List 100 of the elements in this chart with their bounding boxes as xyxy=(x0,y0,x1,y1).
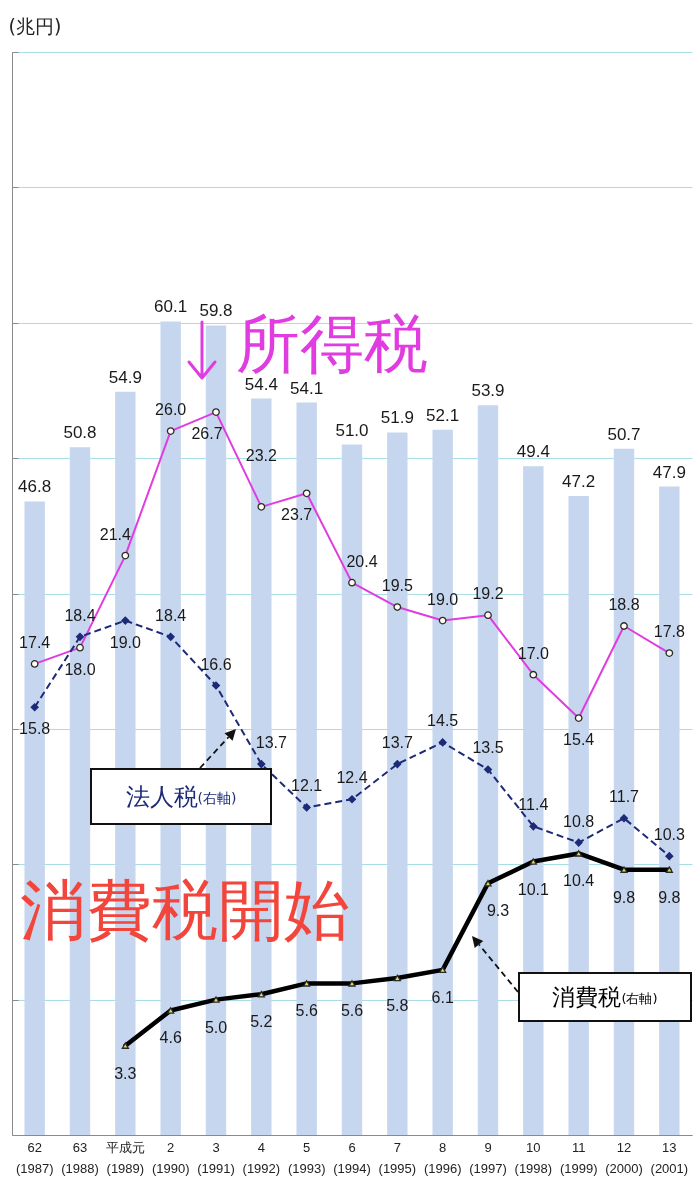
data-label: 21.4 xyxy=(99,525,132,543)
data-label: 10.1 xyxy=(517,880,550,898)
data-label: 5.0 xyxy=(204,1018,228,1036)
data-label: 6.1 xyxy=(431,988,454,1006)
x-tick-label: 10 (1998) xyxy=(514,1139,553,1176)
point xyxy=(302,803,311,812)
x-tick-label: 2 (1990) xyxy=(151,1139,190,1176)
data-label: 26.0 xyxy=(155,401,187,419)
data-label: 13.7 xyxy=(381,734,414,752)
data-label: 19.0 xyxy=(109,633,142,651)
data-label: 5.8 xyxy=(386,996,409,1014)
point xyxy=(167,1007,175,1014)
data-label: 3.3 xyxy=(114,1064,137,1082)
point xyxy=(619,814,629,823)
data-label: 9.8 xyxy=(658,888,681,906)
data-label: 53.9 xyxy=(471,381,505,401)
point xyxy=(303,980,311,987)
data-label: 26.7 xyxy=(191,425,223,443)
x-tick-label: 11 (1999) xyxy=(559,1139,598,1176)
data-label: 47.9 xyxy=(652,462,686,482)
point xyxy=(574,838,583,847)
point xyxy=(212,996,220,1003)
annotation: 消費税開始 xyxy=(20,872,350,949)
data-label: 12.4 xyxy=(336,769,368,787)
data-label: 50.8 xyxy=(63,423,97,443)
point xyxy=(484,879,492,887)
data-label: 54.9 xyxy=(108,367,142,387)
data-label: 12.1 xyxy=(291,777,323,795)
data-label: 4.6 xyxy=(159,1029,182,1047)
x-tick-label: 6 (1994) xyxy=(333,1139,371,1176)
data-label: 60.1 xyxy=(154,297,188,317)
point xyxy=(439,966,447,974)
point xyxy=(121,1042,129,1049)
data-label: 51.0 xyxy=(335,420,369,440)
series-label: 法人税(右軸) xyxy=(125,781,237,813)
data-label: 5.6 xyxy=(340,1002,364,1020)
data-label: 49.4 xyxy=(516,442,550,462)
data-label: 19.0 xyxy=(427,590,459,608)
data-label: 5.2 xyxy=(250,1013,273,1031)
data-label: 17.0 xyxy=(517,644,550,662)
point xyxy=(30,703,39,712)
data-label: 23.7 xyxy=(281,506,313,524)
x-tick-label: 4 (1992) xyxy=(242,1139,281,1176)
point xyxy=(211,681,221,690)
x-tick-label: 平成元 (1989) xyxy=(105,1139,145,1176)
point xyxy=(483,765,493,774)
data-label: 10.4 xyxy=(563,872,595,890)
x-tick-label: 3 (1991) xyxy=(197,1139,235,1176)
data-label: 52.1 xyxy=(426,405,460,425)
data-label: 13.5 xyxy=(472,739,504,757)
point xyxy=(575,850,583,857)
data-label: 18.0 xyxy=(64,660,96,678)
x-tick-label: 5 (1993) xyxy=(287,1139,326,1176)
data-label: 10.8 xyxy=(563,812,595,830)
x-tick-label: 62 (1987) xyxy=(15,1139,54,1176)
x-tick-label: 63 (1988) xyxy=(61,1139,99,1176)
data-label: 18.4 xyxy=(64,606,96,624)
data-label: 46.8 xyxy=(18,477,52,497)
point xyxy=(257,990,265,998)
x-tick-label: 13 (2001) xyxy=(650,1139,689,1176)
point xyxy=(529,822,538,831)
data-label: 20.4 xyxy=(346,552,378,570)
data-label: 11.7 xyxy=(609,788,640,806)
point xyxy=(75,632,85,641)
x-tick-label: 8 (1996) xyxy=(423,1139,462,1176)
point xyxy=(393,760,402,769)
data-label: 23.2 xyxy=(245,446,278,464)
data-label: 9.3 xyxy=(486,902,510,920)
data-label: 13.7 xyxy=(255,734,288,752)
point xyxy=(393,974,401,982)
point xyxy=(348,980,356,987)
data-label: 50.7 xyxy=(607,424,641,444)
point xyxy=(665,852,674,861)
data-label: 18.8 xyxy=(608,595,640,613)
point xyxy=(347,795,357,804)
data-label: 5.6 xyxy=(295,1002,318,1020)
point xyxy=(529,858,537,865)
label-box: 法人税(右軸) xyxy=(90,768,272,825)
point xyxy=(665,866,673,873)
data-label: 15.4 xyxy=(563,731,595,749)
data-label: 9.8 xyxy=(612,888,636,906)
data-label: 47.2 xyxy=(562,472,596,492)
data-label: 17.8 xyxy=(653,623,686,641)
data-label: 10.3 xyxy=(653,826,686,844)
y-axis-title: (兆円) xyxy=(8,14,62,37)
data-label: 15.8 xyxy=(19,720,51,738)
data-label: 19.5 xyxy=(381,577,414,595)
label-box: 消費税(右軸) xyxy=(518,972,692,1022)
point xyxy=(438,738,447,747)
x-tick-label: 7 (1995) xyxy=(378,1139,417,1176)
point xyxy=(620,866,628,873)
data-label: 54.1 xyxy=(290,378,324,398)
point xyxy=(166,632,175,641)
data-label: 14.5 xyxy=(427,712,459,730)
data-label: 51.9 xyxy=(380,408,414,428)
x-tick-label: 12 (2000) xyxy=(605,1139,643,1176)
data-label: 18.4 xyxy=(155,606,187,624)
x-tick-label: 9 (1997) xyxy=(469,1139,507,1176)
point xyxy=(257,760,266,769)
data-label: 16.6 xyxy=(200,655,232,673)
